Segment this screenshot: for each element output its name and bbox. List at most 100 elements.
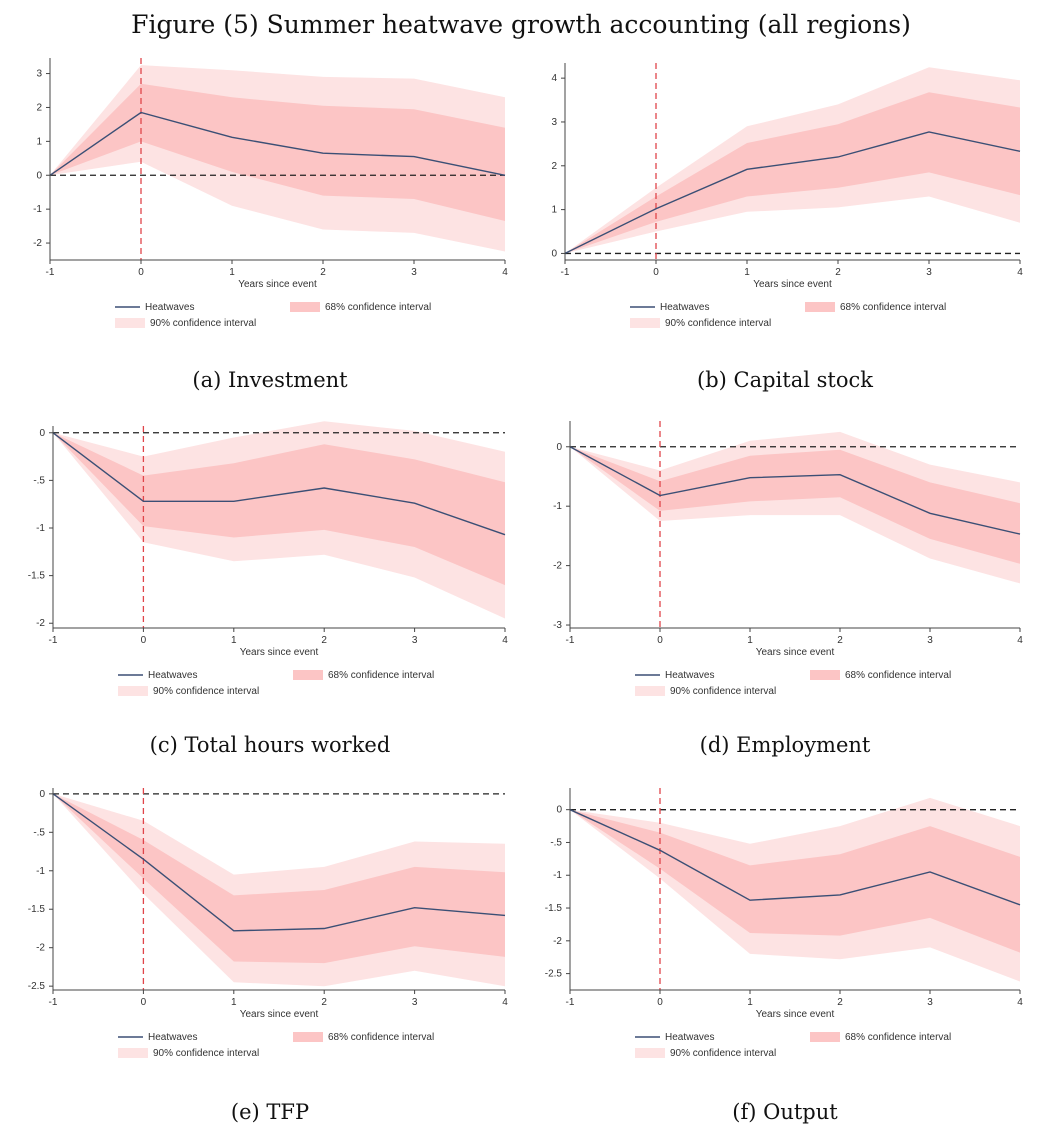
chart-legend: Heatwaves 68% confidence interval 90% conf… [115, 302, 431, 329]
y-tick-label: 0 [39, 428, 45, 439]
legend-swatch-ci90 [118, 1048, 148, 1058]
y-tick-label: 2 [551, 161, 557, 172]
chart-svg-e: -2.5 -2 -1.5 -1 -.5 0 -1 0 1 2 3 4 Years since event… [28, 788, 508, 1059]
x-tick-label: 0 [653, 267, 659, 278]
y-tick-label: 3 [551, 117, 557, 128]
x-axis-title: Years since event [238, 279, 317, 290]
legend-swatch-ci90 [635, 1048, 665, 1058]
y-tick-label: -2 [553, 936, 562, 947]
x-tick-label: 4 [502, 997, 508, 1008]
y-tick-label: -3 [553, 620, 562, 631]
chart-panel-c: -2 -1.5 -1 -.5 0 -1 0 1 2 3 4 Years since event Heat… [15, 418, 525, 718]
legend-swatch-ci90 [635, 686, 665, 696]
legend-swatch-ci68 [805, 302, 835, 312]
x-tick-label: 3 [927, 997, 933, 1008]
series-line-heatwaves [564, 131, 1021, 255]
legend-label-ci68: 68% confidence interval [845, 1032, 951, 1043]
chart-svg-c: -2 -1.5 -1 -.5 0 -1 0 1 2 3 4 Years since event Heat… [28, 421, 508, 697]
chart-panel-e: -2.5 -2 -1.5 -1 -.5 0 -1 0 1 2 3 4 Years since event… [15, 785, 525, 1090]
legend-label-ci68: 68% confidence interval [328, 670, 434, 681]
legend-swatch-ci68 [290, 302, 320, 312]
y-tick-label: -1 [553, 501, 562, 512]
chart-caption-e: (e) TFP [230, 1100, 310, 1124]
x-axis-title: Years since event [756, 1009, 835, 1020]
x-tick-label: 3 [412, 635, 418, 646]
chart-panel-d: -3 -2 -1 0 -1 0 1 2 3 4 Years since event Heatwaves… [535, 418, 1035, 718]
series-line-heatwaves [52, 432, 506, 536]
legend-label-ci90: 90% confidence interval [153, 1048, 259, 1059]
x-tick-label: 4 [1017, 635, 1023, 646]
x-tick-label: 0 [141, 635, 147, 646]
y-tick-label: -1.5 [28, 904, 46, 915]
chart-legend: Heatwaves 68% confidence interval 90% conf… [630, 302, 946, 329]
x-tick-label: 3 [411, 267, 417, 278]
y-tick-label: -1.5 [545, 903, 563, 914]
y-tick-label: -2 [33, 238, 42, 249]
x-tick-label: 1 [229, 267, 235, 278]
chart-caption-b: (b) Capital stock [697, 368, 873, 392]
x-tick-label: 4 [1017, 267, 1023, 278]
legend-label-ci90: 90% confidence interval [670, 1048, 776, 1059]
legend-label-ci90: 90% confidence interval [670, 686, 776, 697]
legend-label-ci90: 90% confidence interval [150, 318, 256, 329]
x-axis-title: Years since event [240, 647, 319, 658]
y-tick-label: 0 [36, 170, 42, 181]
y-tick-label: -1 [553, 870, 562, 881]
x-tick-label: 0 [657, 635, 663, 646]
y-tick-label: -2 [36, 618, 45, 629]
legend-swatch-ci90 [115, 318, 145, 328]
y-tick-label: -.5 [33, 475, 45, 486]
legend-swatch-ci90 [630, 318, 660, 328]
x-tick-label: 0 [138, 267, 144, 278]
x-tick-label: 0 [141, 997, 147, 1008]
x-tick-label: -1 [566, 997, 575, 1008]
legend-label-heatwaves: Heatwaves [145, 302, 194, 313]
x-tick-label: 3 [926, 267, 932, 278]
chart-svg-a: -2 -1 0 1 2 3 -1 0 1 2 3 4 Years since event Heatwave… [33, 58, 508, 329]
y-tick-label: 2 [36, 102, 42, 113]
x-tick-label: 2 [320, 267, 326, 278]
x-tick-label: 4 [1017, 997, 1023, 1008]
series-line-heatwaves [569, 446, 1021, 535]
x-axis-title: Years since event [240, 1009, 319, 1020]
y-tick-label: 3 [36, 69, 42, 80]
x-axis-title: Years since event [753, 279, 832, 290]
chart-panel-f: -2.5 -2 -1.5 -1 -.5 0 -1 0 1 2 3 4 Years since event… [535, 785, 1035, 1090]
ci68-band [53, 432, 505, 586]
x-tick-label: 2 [835, 267, 841, 278]
y-tick-label: 0 [551, 248, 557, 259]
x-tick-label: 2 [837, 635, 843, 646]
legend-label-ci68: 68% confidence interval [325, 302, 431, 313]
y-tick-label: -.5 [33, 827, 45, 838]
legend-label-heatwaves: Heatwaves [660, 302, 709, 313]
x-tick-label: -1 [561, 267, 570, 278]
chart-legend: Heatwaves 68% confidence interval 90% conf… [118, 1032, 434, 1059]
chart-svg-d: -3 -2 -1 0 -1 0 1 2 3 4 Years since event Heatwaves… [553, 421, 1023, 697]
legend-label-heatwaves: Heatwaves [665, 1032, 714, 1043]
x-tick-label: 2 [321, 635, 327, 646]
x-tick-label: 1 [744, 267, 750, 278]
legend-label-ci90: 90% confidence interval [665, 318, 771, 329]
x-tick-label: 1 [747, 997, 753, 1008]
y-tick-label: -2.5 [545, 969, 563, 980]
y-tick-label: 0 [556, 805, 562, 816]
chart-svg-b: 0 1 2 3 4 -1 0 1 2 3 4 Years since event Heatwaves 68… [551, 63, 1023, 329]
y-tick-label: 0 [39, 789, 45, 800]
x-tick-label: 4 [502, 267, 508, 278]
chart-legend: Heatwaves 68% confidence interval 90% conf… [635, 1032, 951, 1059]
chart-caption-a: (a) Investment [192, 368, 348, 392]
legend-swatch-ci68 [293, 670, 323, 680]
x-tick-label: 0 [657, 997, 663, 1008]
legend-label-heatwaves: Heatwaves [148, 1032, 197, 1043]
chart-legend: Heatwaves 68% confidence interval 90% conf… [118, 670, 434, 697]
y-tick-label: 0 [556, 442, 562, 453]
y-tick-label: 1 [36, 136, 42, 147]
x-tick-label: 2 [321, 997, 327, 1008]
x-tick-label: 1 [231, 997, 237, 1008]
legend-swatch-ci90 [118, 686, 148, 696]
y-tick-label: -2.5 [28, 981, 46, 992]
series-line-heatwaves [52, 793, 506, 932]
series-line-heatwaves [49, 111, 506, 176]
ci68-band [565, 92, 1020, 254]
y-tick-label: -1 [36, 523, 45, 534]
